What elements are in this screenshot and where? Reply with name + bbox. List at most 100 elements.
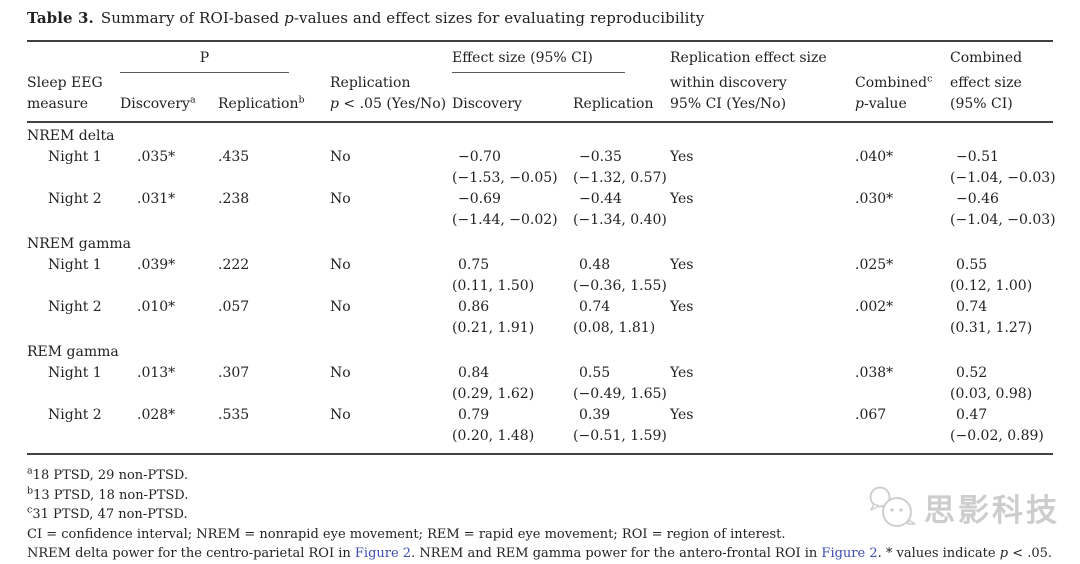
cell-combined-p: .067: [855, 407, 887, 423]
cell-night-label: Night 2: [48, 407, 102, 423]
cell-p-replication: .057: [218, 299, 250, 315]
footnote-text: NREM delta power for the centro-parietal…: [27, 546, 355, 561]
within-line3: 95% CI (Yes/No): [670, 96, 787, 112]
section-label: REM gamma: [27, 344, 119, 360]
cell-replication-sig: No: [330, 299, 351, 315]
cell-es-replication: 0.39 (−0.51, 1.59): [573, 405, 670, 454]
cell-p-replication: .307: [218, 365, 250, 381]
header-spanner-row: P Effect size (95% CI) Replication effec…: [27, 41, 1053, 73]
effect-size-ci: (−0.51, 1.59): [573, 428, 667, 444]
col-header-es-replication: Replication: [573, 73, 670, 123]
cell-p-discovery: .031*: [137, 191, 176, 207]
combined-italic-p: p: [855, 96, 864, 112]
cell-night-label: Night 2: [48, 299, 102, 315]
effect-size-ci: (−0.02, 0.89): [950, 428, 1044, 444]
cell-p-discovery: .010*: [137, 299, 176, 315]
repsig-line1: Replication: [330, 75, 411, 91]
section-label: NREM gamma: [27, 236, 132, 252]
caption-text-pre: Summary of ROI-based: [100, 9, 285, 27]
p-group-label: P: [120, 48, 289, 73]
cell-within-ci: Yes: [670, 149, 694, 165]
section-row-nrem-gamma: NREM gamma: [27, 231, 1053, 255]
section-label: NREM delta: [27, 128, 115, 144]
effect-size-ci: (0.11, 1.50): [452, 278, 535, 294]
table-row: Night 2 .031* .238 No −0.69 (−1.44, −0.0…: [27, 189, 1056, 231]
cell-p-discovery: .035*: [137, 149, 176, 165]
table-header: P Effect size (95% CI) Replication effec…: [27, 41, 1053, 123]
combined-line2: p-value: [855, 94, 950, 115]
cell-p-discovery: .039*: [137, 257, 176, 273]
footnote-italic-p: p: [999, 546, 1009, 561]
footnote-figure-references: NREM delta power for the centro-parietal…: [27, 544, 1080, 564]
combined-es-line3: (95% CI): [950, 96, 1013, 112]
effect-size-ci: (−1.32, 0.57): [573, 170, 667, 186]
footnote-text: 31 PTSD, 47 non-PTSD.: [32, 507, 188, 522]
footnote-marker-b: b: [298, 94, 305, 106]
table-row: Night 1 .013* .307 No 0.84 (0.29, 1.62) …: [27, 363, 1053, 405]
header-within-line1: Replication effect size: [670, 50, 827, 66]
cell-es-replication: 0.55 (−0.49, 1.65): [573, 363, 670, 405]
section-row-nrem-delta: NREM delta: [27, 122, 1053, 147]
cell-replication-sig: No: [330, 191, 351, 207]
figure-2-link[interactable]: Figure 2: [821, 546, 878, 561]
footnote-b: b13 PTSD, 18 non-PTSD.: [27, 486, 1080, 506]
cell-combined-p: .025*: [855, 257, 894, 273]
caption-italic-p: p: [284, 9, 294, 27]
cell-p-replication: .222: [218, 257, 250, 273]
combined-label: Combined: [855, 75, 928, 91]
cell-es-replication: −0.35 (−1.32, 0.57): [573, 147, 670, 189]
effect-size-ci: (−1.34, 0.40): [573, 212, 667, 228]
cell-within-ci: Yes: [670, 299, 694, 315]
effect-size-value: 0.55: [579, 365, 611, 381]
results-table: P Effect size (95% CI) Replication effec…: [27, 40, 1056, 455]
cell-night-label: Night 1: [48, 365, 102, 381]
table-row: Night 1 .039* .222 No 0.75 (0.11, 1.50) …: [27, 255, 1053, 297]
header-spacer: [27, 41, 120, 73]
effect-size-value: 0.75: [458, 257, 490, 273]
footnote-text: . * values indicate: [877, 546, 1000, 561]
cell-p-replication: .535: [218, 407, 250, 423]
header-group-effect-size: Effect size (95% CI): [452, 41, 670, 73]
cell-p-discovery: .013*: [137, 365, 176, 381]
cell-es-replication: −0.44 (−1.34, 0.40): [573, 189, 670, 231]
effect-size-ci: (−1.04, −0.03): [950, 170, 1056, 186]
effect-size-ci: (0.08, 1.81): [573, 320, 656, 336]
section-row-rem-gamma: REM gamma: [27, 339, 1053, 363]
p-replication-label: Replication: [218, 96, 299, 112]
header-group-p: P: [120, 41, 330, 73]
effect-size-ci: (−0.36, 1.55): [573, 278, 667, 294]
figure-2-link[interactable]: Figure 2: [354, 546, 412, 561]
cell-es-replication: 0.74 (0.08, 1.81): [573, 297, 670, 339]
col-header-within: within discovery 95% CI (Yes/No): [670, 73, 855, 123]
combined-line1: Combinedc: [855, 73, 950, 94]
effect-size-value: −0.46: [956, 191, 999, 207]
effect-size-value: 0.47: [956, 407, 988, 423]
effect-size-ci: (−0.49, 1.65): [573, 386, 667, 402]
header-row: Sleep EEG measure Discoverya Replication…: [27, 73, 1053, 123]
col-header-measure: Sleep EEG measure: [27, 73, 120, 123]
cell-combined-es: 0.47 (−0.02, 0.89): [950, 405, 1053, 454]
col-header-p-discovery: Discoverya: [120, 73, 218, 123]
footnote-text: . NREM and REM gamma power for the anter…: [411, 546, 822, 561]
cell-night-label: Night 1: [48, 257, 102, 273]
cell-combined-es: 0.52 (0.03, 0.98): [950, 363, 1053, 405]
cell-combined-es: −0.51 (−1.04, −0.03): [950, 147, 1056, 189]
cell-combined-p: .030*: [855, 191, 894, 207]
header-spacer: [855, 41, 950, 73]
watermark-text: 思影科技: [924, 492, 1060, 529]
cell-night-label: Night 1: [48, 149, 102, 165]
watermark: 思影科技: [865, 484, 1060, 530]
effect-size-ci: (0.31, 1.27): [950, 320, 1033, 336]
table-number: Table 3.: [27, 9, 94, 27]
cell-es-discovery: 0.86 (0.21, 1.91): [452, 297, 573, 339]
effect-size-ci: (0.20, 1.48): [452, 428, 535, 444]
effect-size-value: −0.44: [579, 191, 622, 207]
effect-size-ci: (0.29, 1.62): [452, 386, 535, 402]
cell-es-discovery: −0.70 (−1.53, −0.05): [452, 147, 573, 189]
repsig-rest: < .05 (Yes/No): [338, 96, 447, 112]
cell-within-ci: Yes: [670, 365, 694, 381]
footnote-abbreviations: CI = confidence interval; NREM = nonrapi…: [27, 526, 786, 542]
header-combined-es-line1: Combined: [950, 50, 1023, 66]
cell-replication-sig: No: [330, 365, 351, 381]
